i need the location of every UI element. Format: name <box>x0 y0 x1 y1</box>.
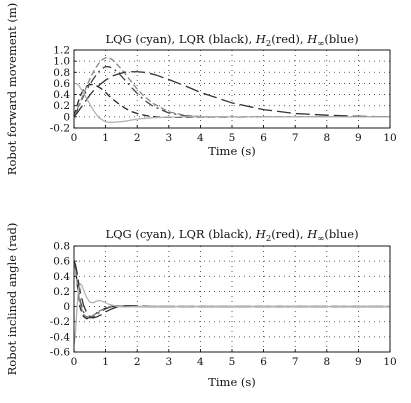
y-tick-label: 1.2 <box>53 45 70 57</box>
y-axis-label: Robot inclined angle (rad) <box>5 223 19 376</box>
series-line-1 <box>74 261 390 320</box>
x-tick-label: 6 <box>260 356 267 368</box>
series-line-2 <box>74 260 390 319</box>
x-tick-label: 10 <box>383 132 396 144</box>
x-tick-label: 9 <box>355 132 362 144</box>
y-tick-label: 0.2 <box>53 100 70 112</box>
x-tick-label: 10 <box>383 356 396 368</box>
chart-title-part: H <box>255 227 267 241</box>
series-line-5 <box>74 282 390 345</box>
x-tick-label: 5 <box>229 132 236 144</box>
y-tick-label: 0.6 <box>53 78 70 90</box>
y-tick-label: -0.2 <box>50 123 70 135</box>
chart-title-part: ∞ <box>317 39 324 49</box>
chart-title: LQG (cyan), LQR (black), H2(red), H∞(blu… <box>105 32 358 49</box>
chart-title-part: H <box>306 227 318 241</box>
x-tick-label: 1 <box>102 356 109 368</box>
x-tick-label: 2 <box>134 356 141 368</box>
x-tick-label: 3 <box>165 356 172 368</box>
y-tick-label: -0.4 <box>50 331 71 343</box>
x-tick-label: 0 <box>71 356 78 368</box>
x-tick-label: 9 <box>355 356 362 368</box>
chart-title-part: H <box>255 32 267 46</box>
plot-frame <box>73 245 391 353</box>
y-tick-label: 0.8 <box>53 241 70 253</box>
series-line-3 <box>74 261 390 318</box>
chart-title-part: (blue) <box>324 32 358 46</box>
x-tick-label: 2 <box>134 132 141 144</box>
x-tick-label: 4 <box>197 132 204 144</box>
x-tick-label: 7 <box>292 132 299 144</box>
x-tick-label: 8 <box>323 356 330 368</box>
y-tick-label: -0.6 <box>50 347 71 359</box>
y-tick-label: 0.2 <box>53 286 70 298</box>
chart-title-part: ∞ <box>317 234 324 244</box>
y-tick-label: 1.0 <box>53 56 70 68</box>
chart-title-part: (blue) <box>324 227 358 241</box>
x-tick-label: 4 <box>197 356 204 368</box>
chart-panel-2: 0 1 2 3 4 5 6 7 8 9 10 0.8 0.6 0.4 0.2 0 -0.2 -0.4 -0.6 LQG… <box>5 223 397 389</box>
x-tick-label: 5 <box>229 356 236 368</box>
y-tick-label: 0.8 <box>53 67 70 79</box>
y-tick-label: 0.6 <box>53 256 70 268</box>
x-tick-label: 3 <box>165 132 172 144</box>
chart-title-part: (red), <box>271 227 307 241</box>
series-line-5 <box>74 82 390 124</box>
series-line-3 <box>74 57 390 118</box>
y-axis-label: Robot forward movement (m) <box>5 3 19 175</box>
x-tick-label: 6 <box>260 132 267 144</box>
series-line-4 <box>74 260 390 319</box>
y-tick-label: 0 <box>63 301 70 313</box>
plot-frame <box>73 49 391 129</box>
x-axis-label: Time (s) <box>208 375 256 389</box>
y-tick-label: -0.2 <box>50 316 70 328</box>
x-axis-label: Time (s) <box>208 144 256 158</box>
chart-title-part: LQG (cyan), LQR (black), <box>105 32 255 46</box>
chart-title-part: 2 <box>266 234 271 244</box>
x-tick-label: 0 <box>71 132 78 144</box>
y-tick-label: 0.4 <box>53 89 70 101</box>
chart-title: LQG (cyan), LQR (black), H2(red), H∞(blu… <box>105 227 358 244</box>
chart-title-part: 2 <box>266 39 271 49</box>
x-tick-label: 8 <box>323 132 330 144</box>
chart-title-part: (red), <box>271 32 307 46</box>
y-tick-label: 0 <box>63 111 70 123</box>
chart-title-part: LQG (cyan), LQR (black), <box>105 227 255 241</box>
x-tick-label: 1 <box>102 132 109 144</box>
chart-title-part: H <box>306 32 318 46</box>
y-tick-label: 0.4 <box>53 271 70 283</box>
x-tick-label: 7 <box>292 356 299 368</box>
series-line-2 <box>74 66 390 118</box>
